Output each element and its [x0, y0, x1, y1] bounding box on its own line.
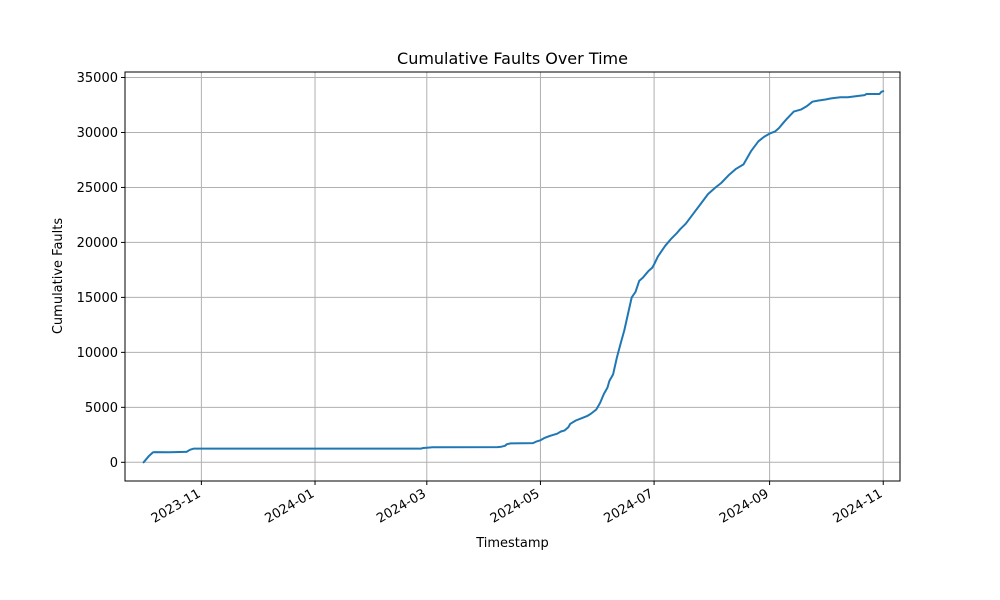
y-tick-label: 15000 — [77, 291, 118, 306]
y-tick-label: 0 — [110, 456, 118, 471]
series-line — [142, 90, 885, 464]
y-tick-label: 5000 — [85, 401, 118, 416]
y-axis-label: Cumulative Faults — [51, 218, 66, 335]
x-axis-label: Timestamp — [475, 536, 549, 551]
y-tick-label: 10000 — [77, 346, 118, 361]
chart-title: Cumulative Faults Over Time — [397, 49, 628, 68]
y-tick-label: 30000 — [77, 126, 118, 141]
plot-frame — [124, 71, 901, 482]
y-tick-label: 25000 — [77, 181, 118, 196]
y-axis: 0 5000 10000 15000 20000 25000 30000 35000 — [77, 71, 125, 471]
grid-lines — [125, 72, 900, 481]
y-tick-label: 35000 — [77, 71, 118, 86]
y-tick-label: 20000 — [77, 236, 118, 251]
series-layer — [142, 90, 885, 464]
